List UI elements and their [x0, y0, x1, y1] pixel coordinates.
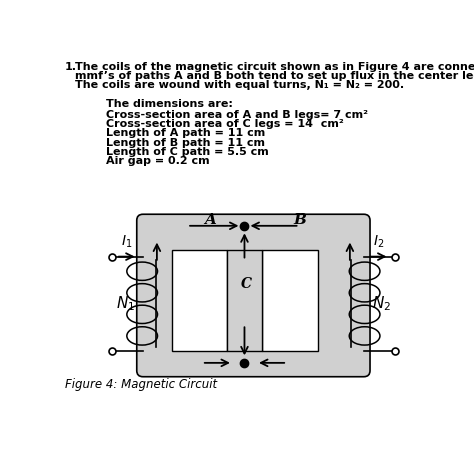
- Text: C: C: [241, 276, 252, 290]
- Bar: [262, 251, 318, 351]
- Bar: [172, 251, 228, 351]
- Text: B: B: [293, 212, 306, 227]
- Text: Length of C path = 5.5 cm: Length of C path = 5.5 cm: [106, 147, 268, 157]
- Text: Cross-section area of A and B legs= 7 cm²: Cross-section area of A and B legs= 7 cm…: [106, 110, 368, 120]
- Text: Cross-section area of C legs = 14  cm²: Cross-section area of C legs = 14 cm²: [106, 119, 344, 129]
- Text: Length of A path = 11 cm: Length of A path = 11 cm: [106, 128, 265, 138]
- Text: The coils are wound with equal turns, N₁ = N₂ = 200.: The coils are wound with equal turns, N₁…: [75, 80, 404, 90]
- Text: $I_2$: $I_2$: [373, 234, 384, 251]
- Text: Length of B path = 11 cm: Length of B path = 11 cm: [106, 138, 265, 148]
- Bar: [228, 251, 262, 351]
- Text: Air gap = 0.2 cm: Air gap = 0.2 cm: [106, 156, 210, 166]
- Text: mmf’s of paths A and B both tend to set up flux in the center leg C in the same : mmf’s of paths A and B both tend to set …: [75, 71, 474, 81]
- Text: $N_2$: $N_2$: [372, 294, 391, 313]
- Text: 1.: 1.: [64, 62, 77, 72]
- Text: $I_1$: $I_1$: [121, 234, 132, 251]
- FancyBboxPatch shape: [137, 214, 370, 377]
- Text: $N_1$: $N_1$: [116, 294, 135, 313]
- Text: Figure 4: Magnetic Circuit: Figure 4: Magnetic Circuit: [64, 378, 217, 391]
- Text: A: A: [204, 212, 216, 227]
- Text: The coils of the magnetic circuit shown as in Figure 4 are connected in series s: The coils of the magnetic circuit shown …: [75, 62, 474, 72]
- Text: The dimensions are:: The dimensions are:: [106, 99, 233, 109]
